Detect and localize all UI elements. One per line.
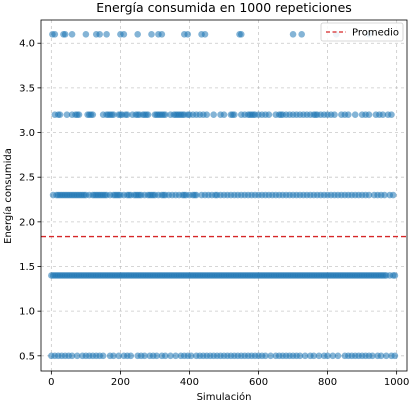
data-point [238, 31, 245, 38]
y-axis-label: Energía consumida [2, 148, 14, 244]
data-point [127, 353, 134, 360]
x-axis-label: Simulación [197, 391, 252, 403]
data-point [390, 192, 397, 199]
x-tick-label: 600 [249, 377, 268, 388]
y-tick-label: 4.0 [19, 39, 35, 50]
data-point [335, 353, 342, 360]
data-point [57, 111, 64, 118]
y-tick-label: 3.0 [19, 128, 35, 139]
y-tick-label: 0.5 [19, 351, 35, 362]
data-point [145, 111, 152, 118]
x-tick-label: 800 [318, 377, 337, 388]
data-point [159, 31, 166, 38]
data-point [352, 111, 359, 118]
data-point [134, 31, 141, 38]
data-points [48, 31, 398, 359]
data-point [76, 111, 83, 118]
x-tick-label: 1000 [384, 377, 409, 388]
data-point [83, 31, 90, 38]
x-tick-label: 0 [48, 377, 54, 388]
x-axis-ticks: 0 200 400 600 800 1000 [48, 371, 409, 388]
data-point [290, 31, 297, 38]
data-point [392, 353, 399, 360]
y-tick-label: 2.0 [19, 217, 35, 228]
data-point [100, 353, 107, 360]
data-point [96, 31, 103, 38]
y-tick-label: 1.5 [19, 262, 35, 273]
y-axis-ticks: 0.5 1.0 1.5 2.0 2.5 3.0 3.5 4.0 [19, 39, 41, 363]
data-point [69, 31, 76, 38]
chart-title: Energía consumida en 1000 repeticiones [96, 0, 352, 15]
data-point [121, 31, 128, 38]
data-point [184, 31, 191, 38]
data-point [392, 272, 399, 279]
data-point [148, 31, 155, 38]
data-point [52, 31, 59, 38]
x-tick-label: 200 [111, 377, 130, 388]
x-tick-label: 400 [180, 377, 199, 388]
data-point [388, 111, 395, 118]
data-point [89, 111, 96, 118]
y-tick-label: 2.5 [19, 173, 35, 184]
data-point [103, 31, 110, 38]
data-point [345, 111, 352, 118]
data-point [266, 111, 273, 118]
data-point [203, 111, 210, 118]
data-point [221, 111, 228, 118]
data-point [366, 111, 373, 118]
data-point [62, 31, 69, 38]
data-point [202, 31, 209, 38]
data-point [210, 111, 217, 118]
data-point [331, 111, 338, 118]
y-tick-label: 1.0 [19, 307, 35, 318]
y-tick-label: 3.5 [19, 83, 35, 94]
data-point [231, 111, 238, 118]
legend: Promedio [321, 23, 403, 41]
data-point [298, 31, 305, 38]
legend-label-promedio: Promedio [352, 28, 399, 39]
